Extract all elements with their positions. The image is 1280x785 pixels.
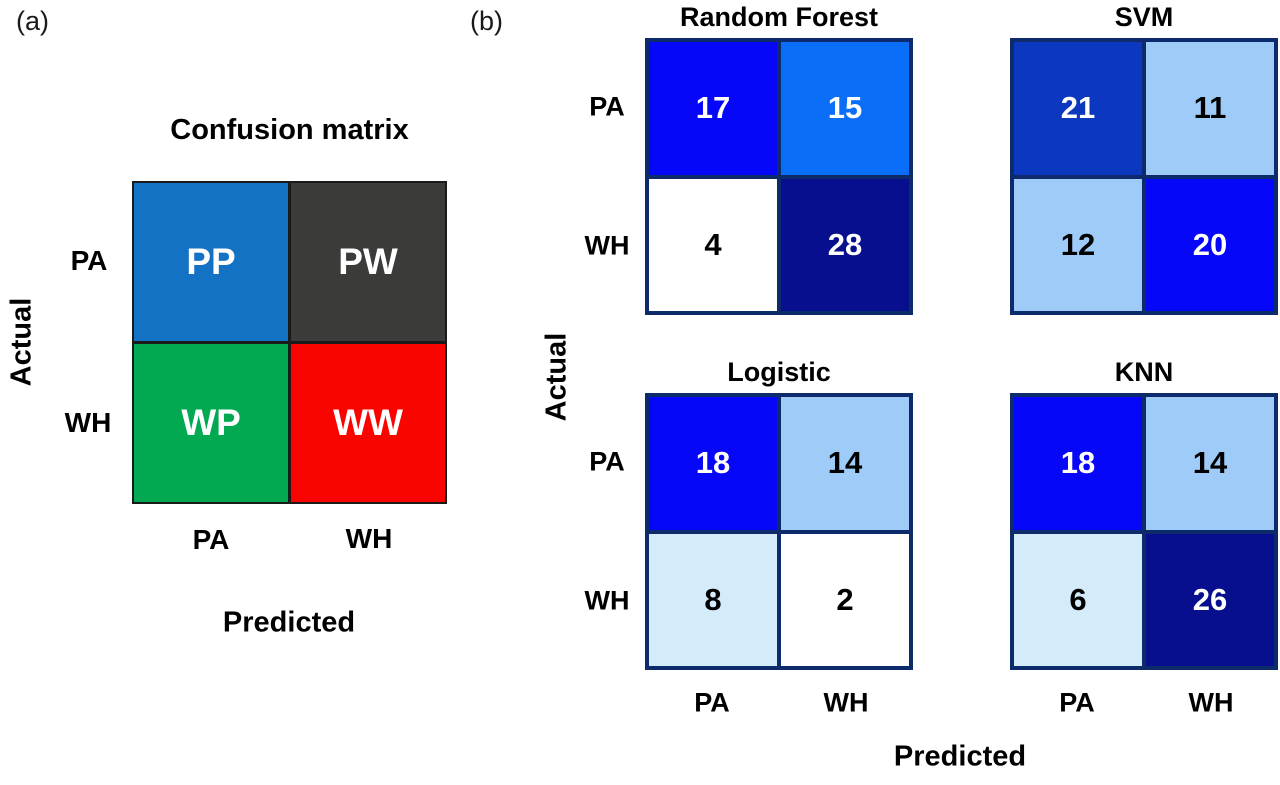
logistic-matrix: 18 14 8 2 bbox=[645, 393, 913, 670]
logistic-cell-r1c1: 2 bbox=[781, 533, 909, 666]
panel-b-y-axis-label: Actual bbox=[540, 332, 573, 422]
panel-a-marker: (a) bbox=[16, 6, 49, 36]
logistic-cell-r0c0: 18 bbox=[649, 397, 777, 530]
panel-a-matrix: PP PW WP WW bbox=[132, 181, 447, 504]
knn-title: KNN bbox=[1114, 357, 1174, 387]
panel-a-y-axis-label: Actual bbox=[5, 297, 38, 387]
svm-matrix: 21 11 12 20 bbox=[1010, 38, 1278, 315]
panel-b-marker: (b) bbox=[470, 6, 503, 36]
panel-a-row-label-wh: WH bbox=[64, 407, 112, 438]
logistic-col-label-wh: WH bbox=[823, 687, 869, 718]
panel-a-title: Confusion matrix bbox=[170, 114, 409, 146]
knn-matrix: 18 14 6 26 bbox=[1010, 393, 1278, 670]
knn-cell-r1c1: 26 bbox=[1146, 533, 1274, 666]
panel-a-col-label-pa: PA bbox=[192, 524, 230, 555]
panel-a-cell-ww: WW bbox=[291, 344, 445, 502]
rf-cell-r0c0: 17 bbox=[649, 42, 777, 175]
rf-cell-r1c1: 28 bbox=[781, 178, 909, 311]
knn-cell-r1c0: 6 bbox=[1014, 533, 1142, 666]
logistic-col-label-pa: PA bbox=[694, 687, 730, 718]
knn-col-label-wh: WH bbox=[1188, 687, 1234, 718]
knn-cell-r0c1: 14 bbox=[1146, 397, 1274, 530]
svm-cell-r1c0: 12 bbox=[1014, 178, 1142, 311]
rf-row-label-pa: PA bbox=[589, 91, 625, 122]
knn-cell-r0c0: 18 bbox=[1014, 397, 1142, 530]
rf-matrix: 17 15 4 28 bbox=[645, 38, 913, 315]
panel-a-x-axis-label: Predicted bbox=[222, 606, 356, 639]
logistic-cell-r1c0: 8 bbox=[649, 533, 777, 666]
knn-col-label-pa: PA bbox=[1059, 687, 1095, 718]
logistic-row-label-pa: PA bbox=[589, 446, 625, 477]
panel-a-cell-wp: WP bbox=[134, 344, 288, 502]
rf-title: Random Forest bbox=[679, 2, 879, 32]
rf-cell-r0c1: 15 bbox=[781, 42, 909, 175]
logistic-title: Logistic bbox=[727, 357, 831, 387]
panel-a-cell-pw: PW bbox=[291, 183, 445, 341]
svm-cell-r0c0: 21 bbox=[1014, 42, 1142, 175]
rf-cell-r1c0: 4 bbox=[649, 178, 777, 311]
logistic-cell-r0c1: 14 bbox=[781, 397, 909, 530]
logistic-row-label-wh: WH bbox=[584, 585, 630, 616]
panel-a-row-label-pa: PA bbox=[70, 245, 108, 276]
panel-b-x-axis-label: Predicted bbox=[893, 740, 1027, 773]
svm-cell-r1c1: 20 bbox=[1146, 178, 1274, 311]
panel-a-cell-pp: PP bbox=[134, 183, 288, 341]
svm-cell-r0c1: 11 bbox=[1146, 42, 1274, 175]
rf-row-label-wh: WH bbox=[584, 230, 630, 261]
panel-a-col-label-wh: WH bbox=[345, 523, 393, 554]
svm-title: SVM bbox=[1114, 2, 1174, 32]
